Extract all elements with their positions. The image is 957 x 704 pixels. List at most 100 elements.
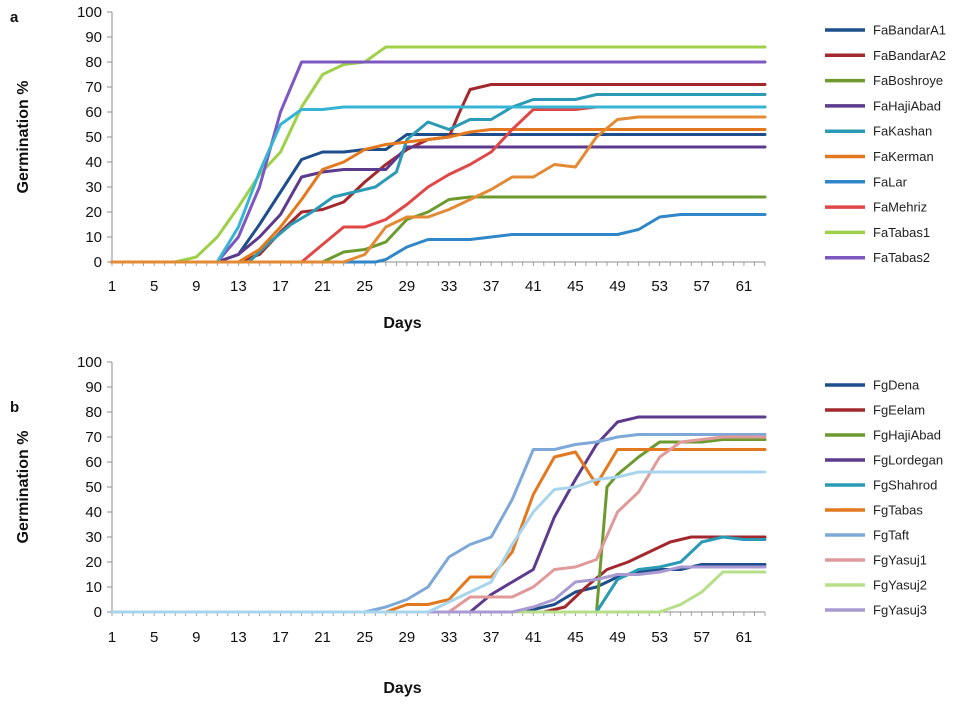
panel-a-x-tick-label: 57 (693, 278, 710, 295)
panel-b-x-tick-label: 5 (150, 629, 158, 646)
panel-b-x-tick-label: 57 (693, 629, 710, 646)
panel-a-y-tick-label: 40 (85, 154, 102, 171)
panel-b-y-tick-label: 90 (85, 379, 102, 396)
panel-a-y-tick-label: 50 (85, 129, 102, 146)
panel-b-legend-label-fgshahrod: FgShahrod (873, 478, 937, 493)
panel-b-legend-label-fgyasuj2: FgYasuj2 (873, 578, 927, 593)
panel-b-series-line-fgyasuj1 (110, 435, 767, 614)
panel-b-y-tick-label: 100 (77, 354, 102, 371)
panel-a-x-tick-label: 29 (399, 278, 416, 295)
panel-a-x-tick-label: 9 (192, 278, 200, 295)
panel-a-series-line-fahajiabad (110, 145, 767, 264)
panel-a-y-tick-label: 20 (85, 204, 102, 221)
panel-b-legend-label-fghajiabad: FgHajiAbad (873, 428, 941, 443)
panel-a-y-tick-label: 0 (94, 254, 102, 271)
panel-b-y-tick-label: 0 (94, 604, 102, 621)
panel-a-legend-label-faboshroye: FaBoshroye (873, 73, 943, 88)
panel-b-x-tick-label: 53 (651, 629, 668, 646)
panel-a-y-tick-label: 60 (85, 104, 102, 121)
panel-b-series-line-unlabeled-10 (110, 470, 767, 614)
panel-b-letter: b (10, 399, 19, 416)
panel-b-x-tick-label: 49 (609, 629, 626, 646)
panel-b-series-line-fgtabas (110, 448, 767, 614)
panel-b-legend-label-fgyasuj3: FgYasuj3 (873, 603, 927, 618)
panel-a-series-line-fatabas2 (110, 60, 767, 264)
panel-a-series-line-fakerman (110, 128, 767, 264)
panel-a-x-tick-label: 37 (483, 278, 500, 295)
panel-b-series-line-fgtaft (110, 433, 767, 614)
panel-b-x-tick-label: 29 (399, 629, 416, 646)
panel-a-series-line-fabandara1 (110, 133, 767, 264)
panel-b-y-tick-label: 70 (85, 429, 102, 446)
panel-b-series-line-fgyasuj3 (110, 565, 767, 614)
panel-a-x-tick-label: 13 (230, 278, 247, 295)
panel-a-series-line-unlabeled-11 (110, 115, 767, 264)
panel-b-series-line-fglordegan (110, 415, 767, 614)
panel-b-y-tick-label: 20 (85, 554, 102, 571)
panel-a-legend-label-famehriz: FaMehriz (873, 200, 927, 215)
panel-a-x-axis-label: Days (383, 315, 421, 332)
panel-a-y-tick-label: 70 (85, 79, 102, 96)
panel-b-series-line-fgyasuj2 (110, 570, 767, 614)
panel-a-series-line-fakashan (110, 93, 767, 264)
panel-a-y-tick-label: 80 (85, 54, 102, 71)
panel-b-y-tick-label: 10 (85, 579, 102, 596)
panel-a-x-tick-label: 33 (441, 278, 458, 295)
panel-a-legend-label-fabandara1: FaBandarA1 (873, 23, 946, 38)
panel-a-x-tick-label: 1 (108, 278, 116, 295)
panel-b-x-tick-label: 61 (736, 629, 753, 646)
panel-a-x-tick-label: 25 (356, 278, 373, 295)
panel-a-legend-label-fatabas1: FaTabas1 (873, 225, 930, 240)
panel-b-x-tick-label: 21 (314, 629, 331, 646)
panel-a-legend-label-fahajiabad: FaHajiAbad (873, 98, 941, 113)
panel-b-x-tick-label: 45 (567, 629, 584, 646)
panel-b-y-tick-label: 30 (85, 529, 102, 546)
panel-a-series-line-faboshroye (110, 195, 767, 264)
panel-a-legend-label-fabandara2: FaBandarA2 (873, 48, 946, 63)
panel-a-y-axis-label: Germination % (15, 81, 32, 194)
panel-b-x-axis-label: Days (383, 680, 421, 697)
panel-b-legend-label-fgyasuj1: FgYasuj1 (873, 553, 927, 568)
panel-b-y-axis-label: Germination % (15, 431, 32, 544)
panel-a-series-line-fatabas1 (110, 45, 767, 264)
panel-a-x-tick-label: 41 (525, 278, 542, 295)
panel-a-y-tick-label: 10 (85, 229, 102, 246)
panel-b-legend-label-fgtaft: FgTaft (873, 528, 910, 543)
panel-b-legend-label-fglordegan: FgLordegan (873, 453, 943, 468)
panel-a-legend-label-fakashan: FaKashan (873, 124, 932, 139)
panel-b-y-tick-label: 40 (85, 504, 102, 521)
panel-a-x-tick-label: 45 (567, 278, 584, 295)
panel-a-legend-label-fakerman: FaKerman (873, 149, 934, 164)
panel-b-x-tick-label: 9 (192, 629, 200, 646)
panel-a: a 0 10 20 30 40 50 60 70 80 90 100 1 5 9 13 17 21 25 29 33 37… (10, 4, 946, 332)
panel-b: b 0 10 20 30 40 50 60 70 80 90 100 1 5 9 13 17 21 25 29 33 37… (10, 354, 943, 697)
panel-a-y-tick-label: 90 (85, 29, 102, 46)
panel-a-letter: a (10, 9, 19, 26)
panel-b-legend-label-fgtabas: FgTabas (873, 503, 923, 518)
panel-a-legend-label-falar: FaLar (873, 174, 908, 189)
panel-a-x-tick-label: 5 (150, 278, 158, 295)
panel-b-x-tick-label: 33 (441, 629, 458, 646)
panel-b-x-tick-label: 17 (272, 629, 289, 646)
panel-b-x-tick-label: 13 (230, 629, 247, 646)
panel-a-x-tick-label: 49 (609, 278, 626, 295)
panel-a-x-tick-label: 53 (651, 278, 668, 295)
panel-a-series-line-fabandara2 (110, 83, 767, 264)
panel-a-x-tick-label: 21 (314, 278, 331, 295)
panel-b-y-tick-label: 50 (85, 479, 102, 496)
panel-b-x-tick-label: 37 (483, 629, 500, 646)
panel-a-y-tick-label: 100 (77, 4, 102, 21)
panel-a-x-tick-label: 17 (272, 278, 289, 295)
panel-a-y-tick-label: 30 (85, 179, 102, 196)
panel-b-y-tick-label: 80 (85, 404, 102, 421)
panel-b-series-line-fgdena (110, 563, 767, 614)
panel-b-legend-label-fgeelam: FgEelam (873, 403, 925, 418)
panel-b-series-line-fghajiabad (110, 438, 767, 614)
panel-b-x-tick-label: 25 (356, 629, 373, 646)
panel-a-x-tick-label: 61 (736, 278, 753, 295)
panel-b-x-tick-label: 41 (525, 629, 542, 646)
panel-a-legend-label-fatabas2: FaTabas2 (873, 250, 930, 265)
panel-a-series-line-unlabeled-10 (110, 105, 767, 264)
